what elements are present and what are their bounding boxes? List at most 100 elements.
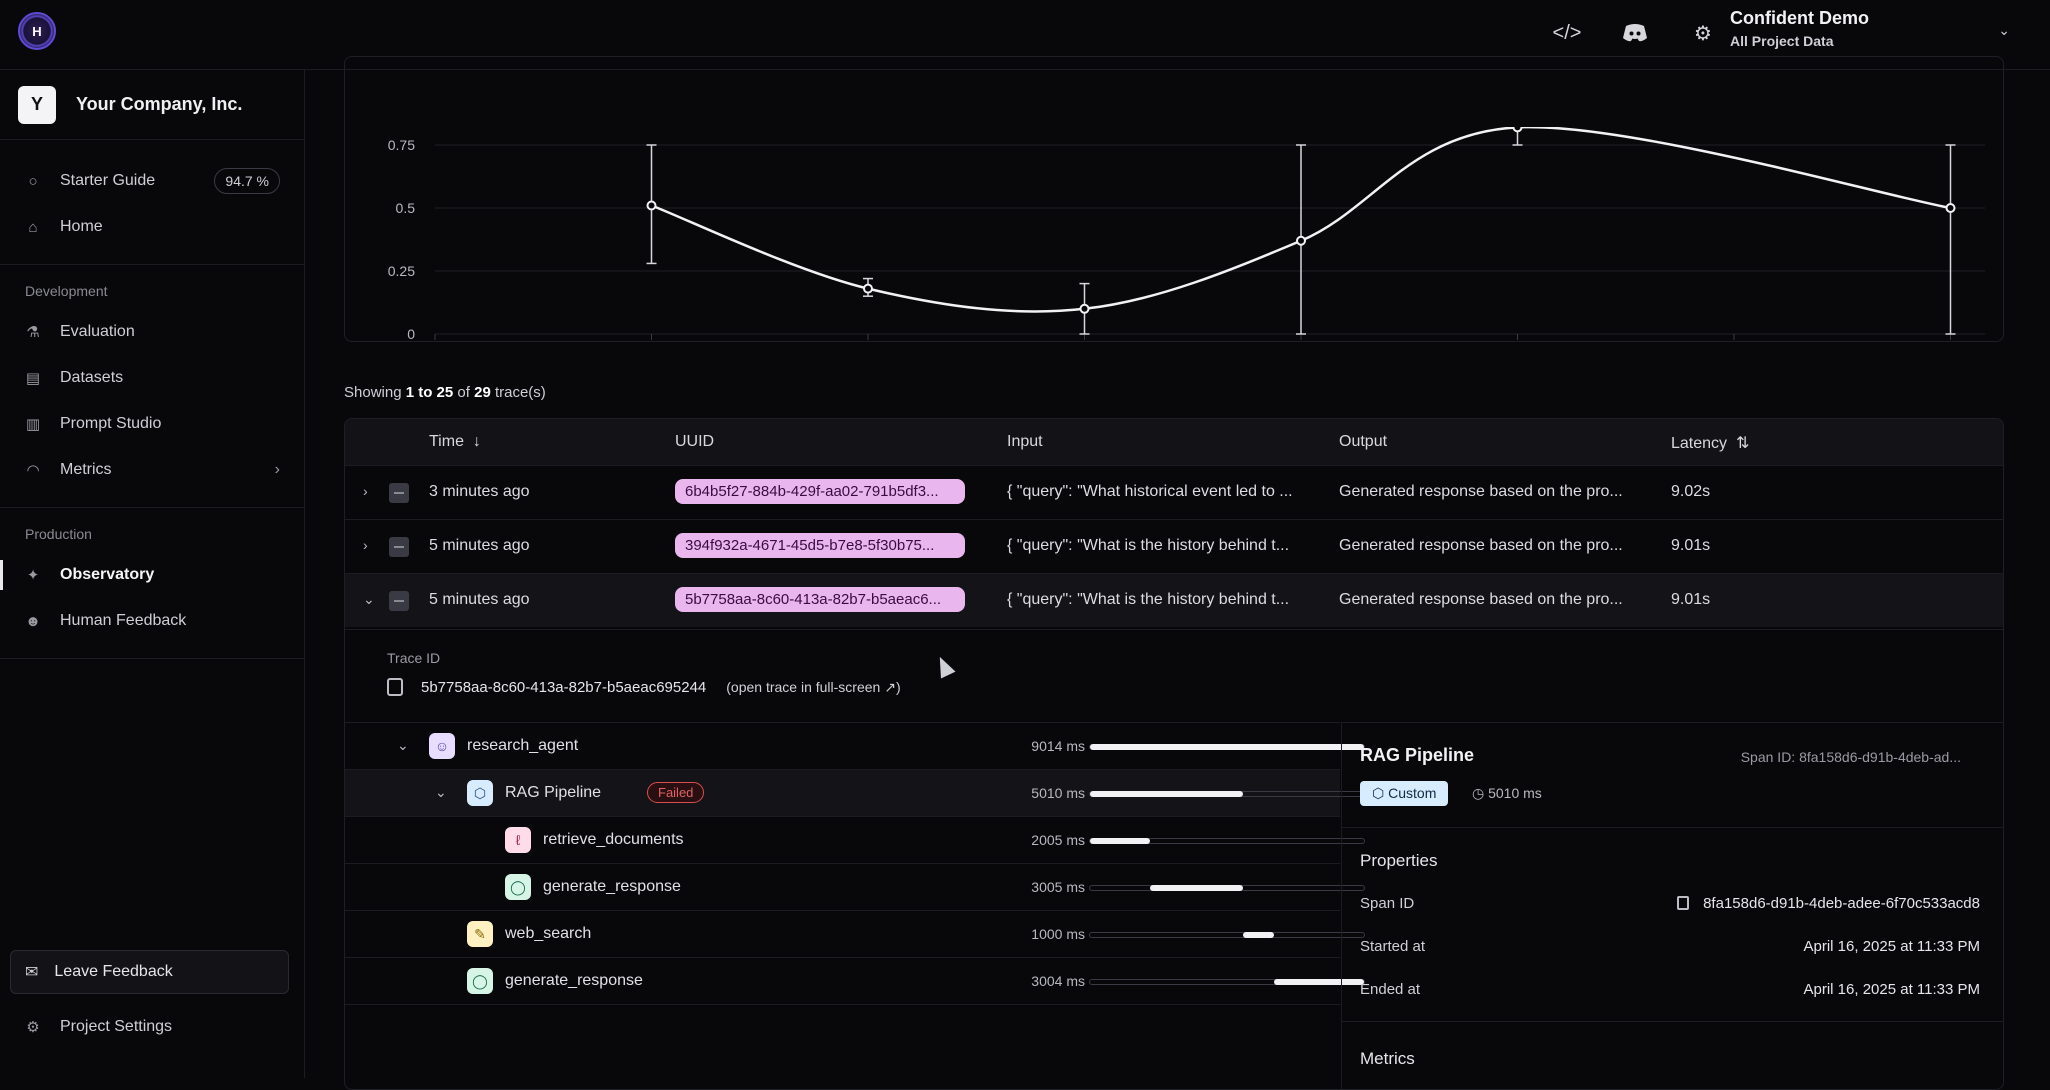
chevron-right-icon[interactable]: › bbox=[363, 537, 368, 553]
nav-development: Development ⚗ Evaluation ▤ Datasets ▥ Pr… bbox=[0, 265, 304, 508]
panel-duration: ◷ 5010 ms bbox=[1472, 785, 1542, 802]
copy-icon[interactable] bbox=[1677, 896, 1690, 910]
span-row[interactable]: ◯ generate_response 3004 ms bbox=[345, 958, 1365, 1005]
account-switcher[interactable]: Confident Demo All Project Data ⌄ bbox=[1730, 8, 2010, 49]
sidebar-item-prompt-studio[interactable]: ▥ Prompt Studio bbox=[0, 401, 304, 447]
chevron-down-icon[interactable]: ⌄ bbox=[397, 737, 409, 753]
sidebar-item-metrics[interactable]: ◠ Metrics › bbox=[0, 447, 304, 493]
span-row[interactable]: ✎ web_search 1000 ms bbox=[345, 911, 1365, 958]
column-output: Output bbox=[1339, 433, 1388, 450]
discord-icon[interactable] bbox=[1618, 16, 1652, 50]
span-row[interactable]: ℓ retrieve_documents 2005 ms bbox=[345, 817, 1365, 864]
chevron-right-icon[interactable]: › bbox=[363, 483, 368, 499]
sidebar-item-home[interactable]: ⌂ Home bbox=[0, 204, 304, 250]
top-icons: </> ⚙ bbox=[1550, 16, 1720, 50]
gauge-icon: ◠ bbox=[26, 462, 40, 479]
table-row[interactable]: › 5 minutes ago 394f932a-4671-45d5-b7e8-… bbox=[345, 519, 2003, 573]
column-time[interactable]: Time ↓ bbox=[429, 433, 481, 451]
sidebar-item-label: Project Settings bbox=[60, 1018, 173, 1035]
sidebar-item-observatory[interactable]: ✦ Observatory bbox=[0, 552, 304, 598]
span-name: generate_response bbox=[543, 878, 681, 895]
property-value[interactable]: 8fa158d6-d91b-4deb-adee-6f70c533acd8 bbox=[1677, 895, 1980, 912]
copy-icon[interactable] bbox=[387, 678, 403, 696]
panel-span-id: Span ID: 8fa158d6-d91b-4deb-ad... bbox=[1740, 749, 1961, 765]
span-row[interactable]: ◯ generate_response 3005 ms bbox=[345, 864, 1365, 911]
row-output: Generated response based on the pro... bbox=[1339, 591, 1623, 608]
column-time-label: Time bbox=[429, 433, 464, 450]
agent-icon: ☺ bbox=[429, 733, 455, 759]
sidebar-item-human-feedback[interactable]: ☻ Human Feedback bbox=[0, 598, 304, 644]
span-duration: 9014 ms bbox=[1031, 738, 1085, 754]
table-row-expanded[interactable]: ⌄ 5 minutes ago 5b7758aa-8c60-413a-82b7-… bbox=[345, 573, 2003, 627]
span-type-label: Custom bbox=[1388, 785, 1437, 801]
sidebar-item-project-settings[interactable]: ⚙ Project Settings bbox=[0, 1004, 305, 1050]
leave-feedback-label: Leave Feedback bbox=[54, 963, 173, 980]
property-value: April 16, 2025 at 11:33 PM bbox=[1803, 938, 1981, 955]
span-row-selected[interactable]: ⌄ ⬡ RAG Pipeline Failed 5010 ms bbox=[345, 770, 1365, 817]
sidebar-item-datasets[interactable]: ▤ Datasets bbox=[0, 355, 304, 401]
code-icon[interactable]: </> bbox=[1552, 21, 1582, 44]
row-checkbox[interactable] bbox=[389, 591, 409, 611]
app-logo[interactable]: H bbox=[18, 12, 56, 50]
sort-down-icon: ↓ bbox=[468, 433, 481, 450]
span-bar bbox=[1090, 791, 1244, 797]
sidebar-item-label: Metrics bbox=[60, 461, 112, 478]
trace-id-row: 5b7758aa-8c60-413a-82b7-b5aeac695244 (op… bbox=[387, 678, 901, 696]
row-time: 3 minutes ago bbox=[429, 483, 530, 500]
sidebar-item-label: Evaluation bbox=[60, 323, 135, 340]
sidebar-item-label: Prompt Studio bbox=[60, 415, 162, 432]
company-avatar: Y bbox=[18, 85, 56, 124]
row-checkbox[interactable] bbox=[389, 483, 409, 503]
showing-suffix: trace(s) bbox=[490, 384, 546, 401]
row-latency: 9.02s bbox=[1671, 483, 1711, 500]
series-line bbox=[651, 127, 1951, 313]
table-row[interactable]: › 3 minutes ago 6b4b5f27-884b-429f-aa02-… bbox=[345, 465, 2003, 519]
leave-feedback-button[interactable]: ✉ Leave Feedback bbox=[10, 950, 289, 994]
row-output: Generated response based on the pro... bbox=[1339, 537, 1623, 554]
span-timeline bbox=[1089, 932, 1365, 938]
row-uuid[interactable]: 5b7758aa-8c60-413a-82b7-b5aeac6... bbox=[675, 587, 965, 612]
property-span-id: Span ID 8fa158d6-d91b-4deb-adee-6f70c533… bbox=[1360, 895, 1980, 912]
mail-icon: ✉ bbox=[25, 964, 39, 981]
row-uuid[interactable]: 394f932a-4671-45d5-b7e8-5f30b75... bbox=[675, 533, 965, 558]
trace-detail: Trace ID 5b7758aa-8c60-413a-82b7-b5aeac6… bbox=[345, 629, 2003, 1089]
company-switcher[interactable]: Y Your Company, Inc. bbox=[0, 70, 304, 140]
chevron-down-icon[interactable]: ⌄ bbox=[435, 784, 447, 800]
row-input: { "query": "What historical event led to… bbox=[1007, 483, 1293, 500]
chat-icon: ◯ bbox=[505, 874, 531, 900]
span-timeline bbox=[1089, 885, 1365, 891]
trace-id-label: Trace ID bbox=[387, 650, 441, 666]
y-tick-label: 0.25 bbox=[388, 263, 415, 279]
sidebar-item-label: Datasets bbox=[60, 369, 124, 386]
span-type-badge: ⬡ Custom bbox=[1360, 781, 1449, 806]
row-uuid[interactable]: 6b4b5f27-884b-429f-aa02-791b5df3... bbox=[675, 479, 965, 504]
cube-icon: ⬡ bbox=[1372, 785, 1389, 801]
property-key: Span ID bbox=[1360, 895, 1415, 912]
span-row[interactable]: ⌄ ☺ research_agent 9014 ms bbox=[345, 723, 1365, 770]
row-checkbox[interactable] bbox=[389, 537, 409, 557]
column-latency[interactable]: Latency ⇅ bbox=[1671, 433, 1749, 453]
trace-chart: 00.250.50.75Apr 9, 12:00 AMApr 10, 12:00… bbox=[388, 127, 1985, 342]
property-started-at: Started at April 16, 2025 at 11:33 PM bbox=[1360, 938, 1980, 955]
chat-icon: ◯ bbox=[467, 968, 493, 994]
gear-icon[interactable]: ⚙ bbox=[1694, 22, 1712, 45]
open-fullscreen-link[interactable]: (open trace in full-screen ↗) bbox=[726, 678, 901, 695]
sidebar-item-starter-guide[interactable]: ○ Starter Guide 94.7 % bbox=[0, 158, 304, 204]
y-tick-label: 0 bbox=[407, 326, 415, 342]
span-bar bbox=[1090, 744, 1364, 750]
span-name: web_search bbox=[505, 925, 592, 942]
account-scope: All Project Data bbox=[1730, 33, 1834, 49]
row-time: 5 minutes ago bbox=[429, 537, 530, 554]
row-output: Generated response based on the pro... bbox=[1339, 483, 1623, 500]
sidebar-item-evaluation[interactable]: ⚗ Evaluation bbox=[0, 309, 304, 355]
row-input: { "query": "What is the history behind t… bbox=[1007, 537, 1290, 554]
company-name: Your Company, Inc. bbox=[76, 94, 243, 114]
span-duration: 5010 ms bbox=[1031, 785, 1085, 801]
span-timeline bbox=[1089, 838, 1365, 844]
results-count: Showing 1 to 25 of 29 trace(s) bbox=[344, 384, 546, 401]
showing-total: 29 bbox=[474, 384, 491, 401]
chevron-down-icon[interactable]: ⌄ bbox=[363, 591, 375, 607]
flask-icon: ⚗ bbox=[26, 324, 40, 341]
trace-id-value: 5b7758aa-8c60-413a-82b7-b5aeac695244 bbox=[421, 678, 707, 696]
top-bar: H </> ⚙ Confident Demo All Project Data … bbox=[0, 0, 2050, 70]
